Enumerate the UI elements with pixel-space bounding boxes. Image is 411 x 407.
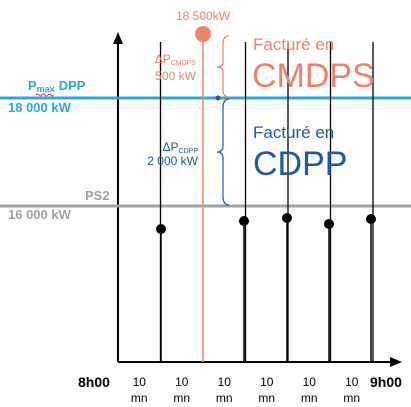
cmdps-delta-value: 500 kW	[155, 69, 196, 83]
y-axis-arrow	[113, 32, 123, 44]
interval-label-unit: mn	[173, 391, 190, 405]
interval-label-value: 10	[345, 375, 359, 389]
interval-label-unit: mn	[131, 391, 148, 405]
cdpp-billed-text: Facturé en	[253, 123, 334, 142]
peak-label: 18 500kW	[176, 9, 231, 23]
pmax-marker	[215, 95, 221, 101]
interval-labels: 10 mn 10 mn 10 mn 10 mn 10 mn 10 mn	[131, 375, 360, 405]
peak-point	[195, 26, 211, 42]
ps2-label: PS2	[85, 188, 110, 203]
measurement-points	[156, 213, 376, 362]
measurement-point	[156, 224, 166, 234]
spellcheck-squiggle	[35, 93, 55, 97]
pmax-label: Pmax DPP	[28, 78, 86, 94]
cmdps-billed-text: Facturé en	[253, 35, 334, 54]
cmdps-billed-name: CMDPS	[252, 57, 375, 95]
interval-label-unit: mn	[301, 391, 318, 405]
ps2-value: 16 000 kW	[8, 207, 72, 222]
interval-label-value: 10	[260, 375, 274, 389]
interval-label-unit: mn	[258, 391, 275, 405]
interval-label-value: 10	[133, 375, 147, 389]
x-axis-arrow	[390, 357, 402, 367]
measurement-point	[366, 214, 376, 224]
cmdps-brace	[216, 35, 230, 98]
cmdps-delta-label: ΔPCMDPS	[155, 52, 197, 67]
x-end-label: 9h00	[370, 374, 402, 390]
measurement-point	[239, 216, 249, 226]
cdpp-billed-name: CDPP	[253, 145, 347, 183]
measurement-point	[282, 213, 292, 223]
interval-label-value: 10	[218, 375, 232, 389]
measurement-point	[324, 219, 334, 229]
cdpp-delta-label: ΔPCDPP	[163, 140, 199, 155]
cdpp-brace	[216, 98, 230, 206]
interval-label-unit: mn	[343, 391, 360, 405]
interval-label-unit: mn	[216, 391, 233, 405]
interval-grid	[159, 42, 374, 362]
interval-label-value: 10	[303, 375, 317, 389]
pmax-value: 18 000 kW	[8, 100, 72, 115]
x-start-label: 8h00	[78, 374, 110, 390]
interval-label-value: 10	[175, 375, 189, 389]
cdpp-delta-value: 2 000 kW	[147, 154, 198, 168]
